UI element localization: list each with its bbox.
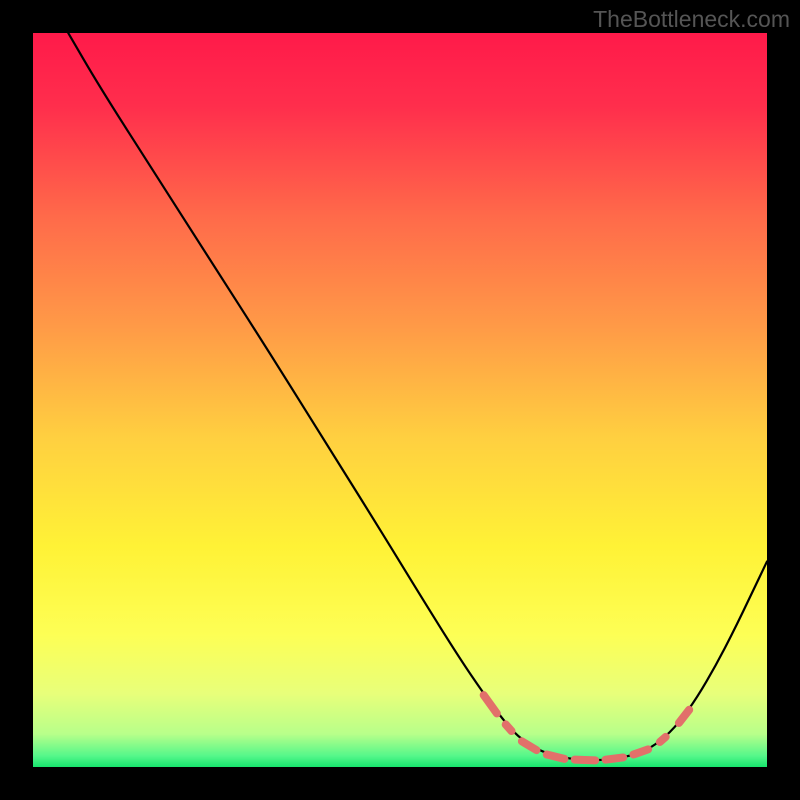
dash-segment [660, 737, 666, 742]
plot-background-gradient [33, 33, 767, 767]
dash-segment [606, 757, 624, 759]
dash-segment [506, 724, 512, 731]
dash-segment [633, 749, 648, 754]
bottleneck-chart [0, 0, 800, 800]
chart-container: { "meta": { "watermark": "TheBottleneck.… [0, 0, 800, 800]
dash-segment [575, 760, 596, 761]
watermark-text: TheBottleneck.com [593, 6, 790, 33]
dash-segment [547, 755, 565, 759]
